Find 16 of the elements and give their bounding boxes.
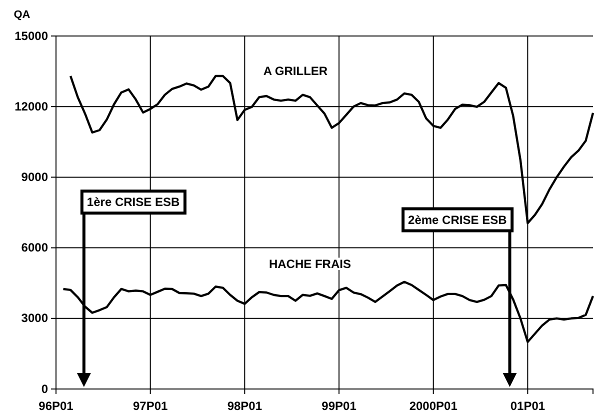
- x-tick-label: 2000P01: [409, 399, 458, 414]
- y-tick-label: 15000: [14, 28, 48, 43]
- y-axis-title: QA: [14, 9, 30, 21]
- y-tick-label: 3000: [21, 311, 48, 326]
- x-tick-label: 96P01: [38, 399, 74, 414]
- x-tick-label: 99P01: [322, 399, 357, 414]
- annotation: 1ère CRISE ESB: [86, 195, 180, 210]
- y-tick-label: 12000: [14, 99, 48, 114]
- y-tick-label: 9000: [21, 170, 48, 184]
- x-tick-label: 98P01: [227, 399, 262, 414]
- y-tick-label: 6000: [21, 240, 48, 255]
- y-tick-label: 0: [41, 382, 48, 396]
- x-tick-label: 97P01: [132, 399, 168, 414]
- series-label: A GRILLER: [263, 64, 328, 78]
- x-tick-label: 01P01: [510, 399, 546, 414]
- annotation: 2ème CRISE ESB: [408, 212, 508, 227]
